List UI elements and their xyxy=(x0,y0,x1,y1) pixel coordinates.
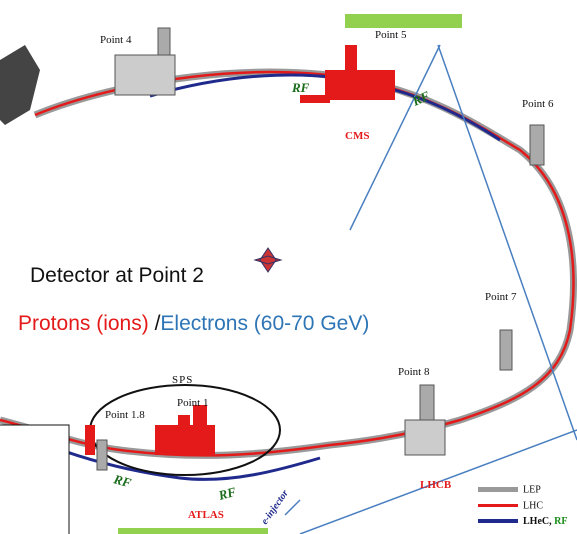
legend-lhec: LHeC, xyxy=(523,516,554,527)
rf-label: RF xyxy=(409,88,432,109)
legend-label: LHC xyxy=(523,500,543,511)
caption: Detector at Point 2 xyxy=(30,264,204,287)
rf-label: RF xyxy=(216,484,238,503)
point-label: Point 1.8 xyxy=(105,409,145,421)
shaft xyxy=(420,385,434,425)
point-label: Point 5 xyxy=(375,29,407,41)
legend-swatch xyxy=(478,487,518,492)
green-box xyxy=(118,528,268,534)
experiment-label: LHCB xyxy=(420,479,452,491)
legend-label: LEP xyxy=(523,484,541,495)
injector-label: e-injector xyxy=(259,488,291,527)
guide-line xyxy=(438,45,577,440)
caption-electrons: Electrons (60-70 GeV) xyxy=(160,312,369,335)
shaft xyxy=(530,125,544,165)
point-label: Point 4 xyxy=(100,34,132,46)
shaft xyxy=(345,45,357,75)
shaft xyxy=(300,95,330,103)
shaft xyxy=(178,415,190,440)
cavern xyxy=(405,420,445,455)
cms-cavern xyxy=(325,70,395,100)
sps-label: SPS xyxy=(172,374,193,386)
legend-label: LHeC, RF xyxy=(523,516,567,527)
point-label: Point 1 xyxy=(177,397,208,409)
shaft xyxy=(500,330,512,370)
lhc-diagram: Point 4 Point 5 Point 6 Point 7 Point 8 … xyxy=(0,0,577,534)
experiment-label: CMS xyxy=(345,130,369,142)
cavern xyxy=(115,55,175,95)
experiment-label: ATLAS xyxy=(188,509,224,521)
legend-swatch xyxy=(478,504,518,507)
caption: Protons (ions) /Electrons (60-70 GeV) xyxy=(18,312,369,335)
legend-rf: RF xyxy=(554,516,567,527)
guide-line xyxy=(285,500,300,515)
rf-label: RF xyxy=(111,471,133,490)
green-box xyxy=(345,14,462,28)
caption-protons: Protons (ions) xyxy=(18,312,155,335)
point-label: Point 6 xyxy=(522,98,554,110)
detector-icon xyxy=(0,45,40,125)
point-label: Point 8 xyxy=(398,366,430,378)
point-label: Point 7 xyxy=(485,291,517,303)
legend-swatch xyxy=(478,519,518,523)
shaft xyxy=(85,425,95,455)
compass xyxy=(255,248,281,272)
inset-box xyxy=(0,425,69,534)
rf-label: RF xyxy=(291,80,310,95)
shaft xyxy=(97,440,107,470)
shaft xyxy=(193,405,207,435)
